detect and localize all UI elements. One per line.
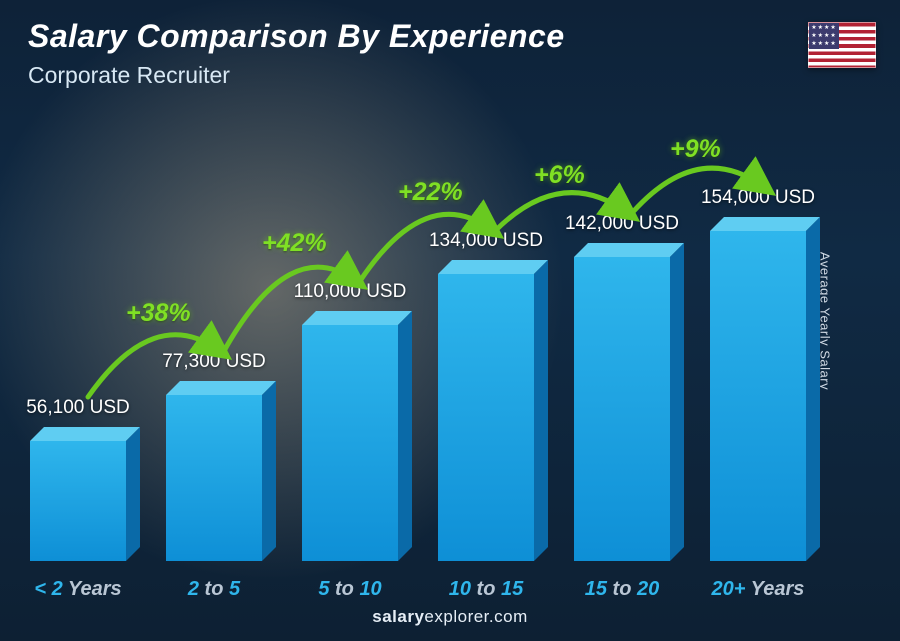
chart-title: Salary Comparison By Experience (28, 18, 565, 55)
bar-side-face (534, 260, 548, 561)
bar-side-face (806, 217, 820, 561)
chart-subtitle: Corporate Recruiter (28, 62, 230, 89)
pct-change-label: +9% (670, 135, 721, 164)
bar-front (438, 274, 534, 561)
bar-side-face (398, 311, 412, 561)
pct-change-label: +22% (398, 178, 463, 207)
pct-change-label: +6% (534, 161, 585, 190)
pct-change-label: +38% (126, 299, 191, 328)
bar-top-face (30, 427, 140, 441)
bar-front (710, 231, 806, 561)
bar-category-label: 5 to 10 (273, 578, 427, 601)
chart-canvas: Salary Comparison By Experience Corporat… (0, 0, 900, 641)
bar-category-label: 15 to 20 (545, 578, 699, 601)
bar-side-face (670, 243, 684, 561)
bar-category-label: 20+ Years (681, 578, 835, 601)
plot-area: 56,100 USD< 2 Years77,300 USD2 to 5110,0… (30, 120, 850, 561)
pct-change-label: +42% (262, 229, 327, 258)
bar-category-label: < 2 Years (1, 578, 155, 601)
bar-front (574, 257, 670, 561)
footer-brand-rest: explorer.com (424, 607, 527, 626)
bar-category-label: 2 to 5 (137, 578, 291, 601)
footer-brand-bold: salary (372, 607, 424, 626)
bar-front (30, 441, 126, 561)
bar-category-label: 10 to 15 (409, 578, 563, 601)
flag-icon (808, 22, 876, 68)
bar-side-face (126, 427, 140, 561)
bar-side-face (262, 381, 276, 561)
footer-attribution: salaryexplorer.com (0, 607, 900, 627)
